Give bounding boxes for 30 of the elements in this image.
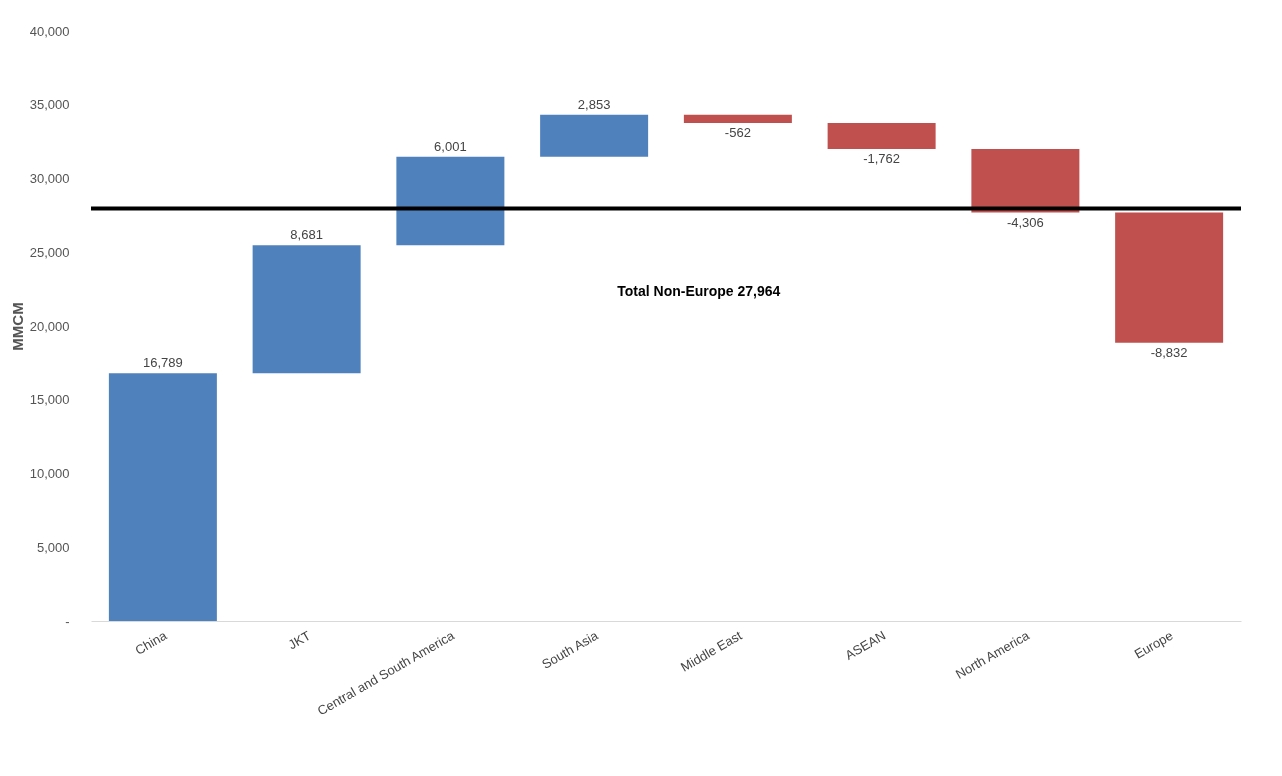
x-tick-label: China <box>132 627 171 658</box>
y-tick-label: - <box>65 613 70 629</box>
bar <box>683 114 792 124</box>
y-tick-label: 10,000 <box>29 466 70 481</box>
data-label: -1,762 <box>863 151 901 166</box>
bar <box>396 156 505 246</box>
y-tick-label: 5,000 <box>36 539 70 555</box>
data-label: 8,681 <box>290 227 323 243</box>
x-tick-label: JKT <box>285 627 314 653</box>
y-tick-label: 30,000 <box>29 171 70 186</box>
y-tick-label: 20,000 <box>29 318 70 334</box>
y-tick-label: 15,000 <box>29 392 70 408</box>
y-tick-label: 35,000 <box>29 97 70 113</box>
bar <box>108 373 217 621</box>
data-label: 2,853 <box>577 96 611 112</box>
data-label: -8,832 <box>1150 344 1188 360</box>
bar <box>1115 212 1224 343</box>
y-tick-label: 40,000 <box>29 23 70 39</box>
data-label: 16,789 <box>142 355 183 371</box>
data-label: 6,001 <box>434 138 467 154</box>
y-tick-label: 25,000 <box>29 244 70 260</box>
bar <box>971 149 1080 213</box>
bar <box>252 245 361 374</box>
data-label: -4,306 <box>1006 214 1044 230</box>
ref-line-label: Total Non-Europe 27,964 <box>617 283 781 299</box>
bar <box>827 123 936 149</box>
bar <box>540 114 649 157</box>
x-tick-label: South Asia <box>539 627 602 672</box>
data-label: -562 <box>724 125 751 141</box>
y-axis-title: MMCM <box>8 302 26 351</box>
